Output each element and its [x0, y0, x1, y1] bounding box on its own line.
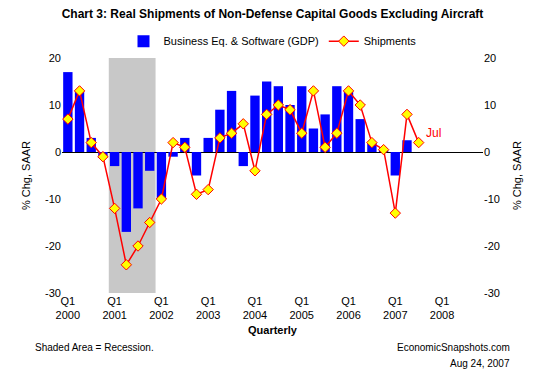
svg-text:Q12008: Q12008 — [430, 295, 454, 321]
svg-text:Business Eq. & Software (GDP): Business Eq. & Software (GDP) — [164, 35, 319, 47]
svg-text:Q12006: Q12006 — [336, 295, 360, 321]
svg-text:Quarterly: Quarterly — [248, 324, 298, 336]
svg-text:Shipments: Shipments — [364, 35, 416, 47]
svg-text:Shaded Area = Recession.: Shaded Area = Recession. — [35, 342, 154, 353]
svg-text:-10: -10 — [45, 193, 61, 205]
svg-text:Q12001: Q12001 — [102, 295, 126, 321]
svg-text:-20: -20 — [45, 240, 61, 252]
svg-text:-30: -30 — [484, 287, 500, 299]
svg-text:Aug 24, 2007: Aug 24, 2007 — [450, 358, 510, 369]
svg-text:Q12002: Q12002 — [149, 295, 173, 321]
svg-text:% Chg, SAAR: % Chg, SAAR — [511, 141, 523, 210]
svg-text:10: 10 — [484, 99, 496, 111]
svg-text:0: 0 — [484, 146, 490, 158]
svg-text:-20: -20 — [484, 240, 500, 252]
svg-text:Chart 3: Real Shipments of Non: Chart 3: Real Shipments of Non-Defense C… — [62, 7, 484, 21]
svg-text:20: 20 — [49, 52, 61, 64]
svg-text:Q12000: Q12000 — [56, 295, 80, 321]
svg-text:20: 20 — [484, 52, 496, 64]
svg-text:Q12007: Q12007 — [383, 295, 407, 321]
svg-text:EconomicSnapshots.com: EconomicSnapshots.com — [397, 342, 510, 353]
svg-text:Jul: Jul — [426, 126, 441, 140]
svg-text:Q12004: Q12004 — [243, 295, 267, 321]
svg-text:0: 0 — [55, 146, 61, 158]
svg-text:-10: -10 — [484, 193, 500, 205]
svg-text:Q12005: Q12005 — [289, 295, 313, 321]
svg-text:% Chg, SAAR: % Chg, SAAR — [20, 141, 32, 210]
svg-text:10: 10 — [49, 99, 61, 111]
svg-text:-30: -30 — [45, 287, 61, 299]
svg-text:Q12003: Q12003 — [196, 295, 220, 321]
